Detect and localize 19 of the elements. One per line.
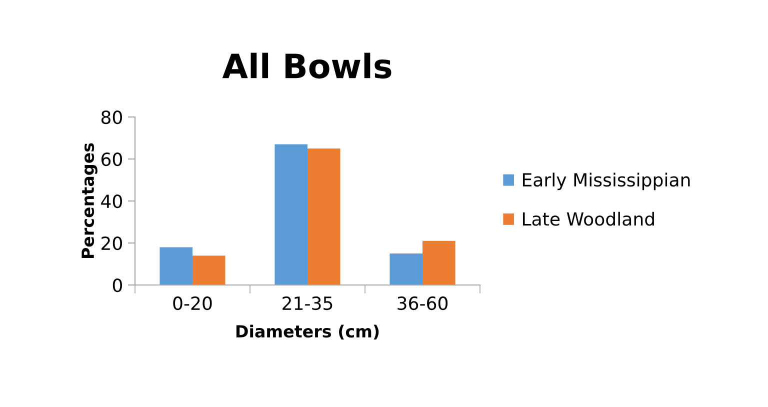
y-tick-label: 60 — [101, 152, 122, 166]
x-axis-title: Diameters (cm) — [236, 324, 379, 340]
x-tick-label: 36-60 — [398, 296, 448, 310]
chart-title: All Bowls — [222, 52, 392, 79]
y-tick-label: 80 — [101, 110, 122, 124]
bar — [274, 144, 308, 285]
y-tick-label: 20 — [102, 236, 122, 250]
y-axis-title: Percentages — [82, 143, 98, 258]
x-tick-label: 0-20 — [173, 296, 212, 310]
legend-label: Late Woodland — [522, 212, 654, 226]
y-tick-label: 0 — [112, 278, 122, 292]
bar — [422, 240, 456, 285]
legend-label: Early Mississippian — [522, 172, 690, 190]
bar — [160, 247, 192, 285]
y-tick-label: 40 — [101, 194, 122, 208]
bar — [390, 254, 422, 285]
bar — [192, 256, 226, 285]
bar — [308, 148, 340, 285]
x-tick-label: 21-35 — [282, 296, 332, 310]
